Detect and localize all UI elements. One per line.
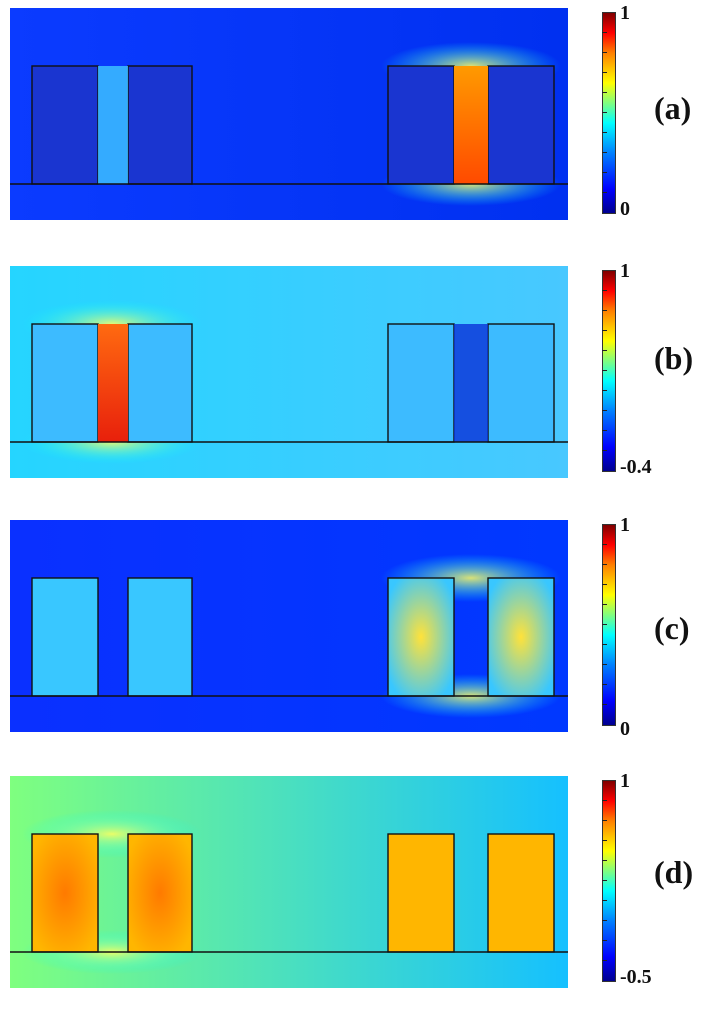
colorbar-tick [602, 52, 607, 53]
right-block-1 [387, 833, 455, 953]
left-block-2 [127, 65, 193, 185]
colorbar-tick [602, 370, 607, 371]
gap-field [98, 324, 128, 442]
colorbar-tick [602, 390, 607, 391]
panel-label-c: (c) [654, 610, 690, 646]
colorbar-tick [602, 820, 607, 821]
colorbar-tick [602, 664, 607, 665]
panel-label-d: (d) [654, 854, 694, 890]
colorbar-tick [602, 72, 607, 73]
colorbar-min-d: -0.5 [620, 966, 652, 988]
left-block-1 [31, 833, 99, 953]
colorbar-tick [602, 330, 607, 331]
colorbar-tick [602, 152, 607, 153]
colorbar-tick [602, 132, 607, 133]
colorbar-tick [602, 644, 607, 645]
right-block-2 [487, 65, 555, 185]
colorbar-tick [602, 840, 607, 841]
colorbar-tick [602, 684, 607, 685]
left-block-1 [31, 323, 99, 443]
panel-b: 1 -0.4 (b) [0, 258, 713, 508]
colorbar-max-a: 1 [620, 2, 630, 24]
colorbar-tick [602, 172, 607, 173]
colorbar-max-c: 1 [620, 514, 630, 536]
colorbar-tick [602, 800, 607, 801]
colorbar-tick [602, 32, 607, 33]
colorbar-tick [602, 410, 607, 411]
field-map-c [10, 520, 568, 732]
right-block-1 [387, 323, 455, 443]
panel-d: 1 -0.5 (d) [0, 768, 713, 1018]
left-block-2 [127, 323, 193, 443]
colorbar-tick [602, 920, 607, 921]
right-block-1 [387, 65, 455, 185]
left-block-1 [31, 65, 99, 185]
right-block-2 [487, 577, 555, 697]
colorbar-tick [602, 704, 607, 705]
right-block-2 [487, 323, 555, 443]
colorbar-tick [602, 92, 607, 93]
colorbar-tick [602, 112, 607, 113]
colorbar-tick [602, 350, 607, 351]
colorbar-tick [602, 940, 607, 941]
colorbar-tick [602, 310, 607, 311]
colorbar-max-d: 1 [620, 770, 630, 792]
panel-a: 1 0 (a) [0, 0, 713, 250]
colorbar-tick [602, 624, 607, 625]
colorbar-tick [602, 880, 607, 881]
colorbar-tick [602, 450, 607, 451]
colorbar-tick [602, 544, 607, 545]
colorbar-b [602, 270, 616, 472]
colorbar-min-b: -0.4 [620, 456, 652, 478]
colorbar-tick [602, 584, 607, 585]
colorbar-a [602, 12, 616, 214]
left-block-2 [127, 833, 193, 953]
colorbar-tick [602, 604, 607, 605]
panel-label-b: (b) [654, 340, 694, 376]
colorbar-min-c: 0 [620, 718, 630, 740]
left-block-1 [31, 577, 99, 697]
left-block-2 [127, 577, 193, 697]
colorbar-max-b: 1 [620, 260, 630, 282]
gap-field [454, 66, 488, 184]
field-map-d [10, 776, 568, 988]
colorbar-min-a: 0 [620, 198, 630, 220]
colorbar-tick [602, 192, 607, 193]
gap-field [454, 324, 488, 442]
right-block-2 [487, 833, 555, 953]
colorbar-tick [602, 960, 607, 961]
field-map-a [10, 8, 568, 220]
colorbar-tick [602, 900, 607, 901]
gap-field [98, 66, 128, 184]
right-block-1 [387, 577, 455, 697]
colorbar-d [602, 780, 616, 982]
panel-label-a: (a) [654, 90, 692, 126]
colorbar-tick [602, 430, 607, 431]
colorbar-tick [602, 290, 607, 291]
colorbar-c [602, 524, 616, 726]
colorbar-tick [602, 860, 607, 861]
panel-c: 1 0 (c) [0, 512, 713, 762]
colorbar-tick [602, 564, 607, 565]
field-map-b [10, 266, 568, 478]
